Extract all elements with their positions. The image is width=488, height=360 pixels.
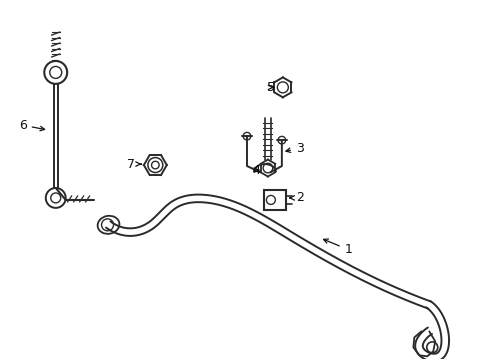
Text: 6: 6 xyxy=(19,119,44,132)
Bar xyxy=(264,190,285,210)
Text: 5: 5 xyxy=(266,81,274,94)
Text: 7: 7 xyxy=(127,158,141,171)
Text: 1: 1 xyxy=(323,239,352,256)
Text: 3: 3 xyxy=(285,141,303,155)
Text: 2: 2 xyxy=(289,192,303,204)
Text: 4: 4 xyxy=(251,163,259,176)
